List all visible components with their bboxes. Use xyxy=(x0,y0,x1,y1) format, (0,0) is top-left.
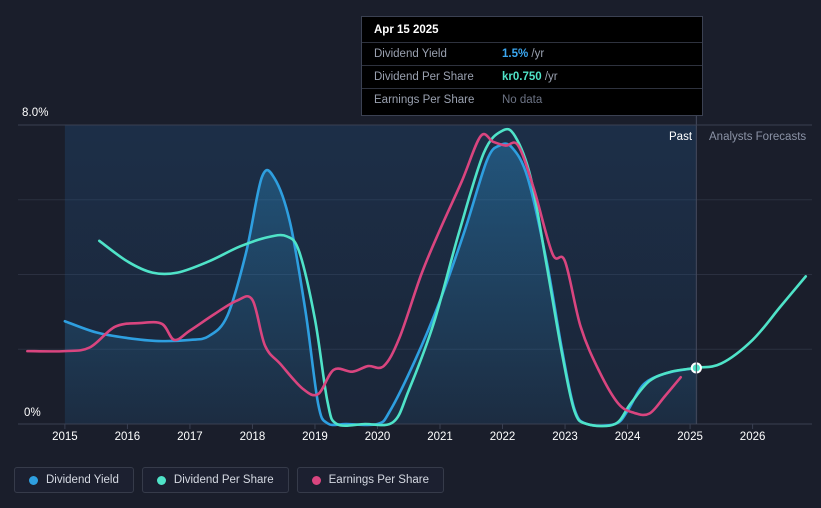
legend-color-dot-icon xyxy=(29,475,38,485)
chart-tooltip: Apr 15 2025 Dividend Yield 1.5% /yr Divide… xyxy=(361,16,703,116)
x-axis-tick-2024: 2024 xyxy=(614,431,641,443)
tooltip-row-unit: /yr xyxy=(541,71,558,83)
tooltip-row-value: 1.5% /yr xyxy=(502,48,544,60)
legend-item-dividend-yield[interactable]: Dividend Yield xyxy=(14,467,134,493)
legend-color-dot-icon xyxy=(311,475,321,485)
y-axis-label-bottom: 0% xyxy=(24,407,41,419)
x-axis-tick-2017: 2017 xyxy=(177,431,203,443)
tooltip-row-number: 1.5% xyxy=(502,48,529,60)
x-axis-tick-2026: 2026 xyxy=(739,431,766,443)
series-area-fill xyxy=(64,143,698,426)
tooltip-row-label: Dividend Yield xyxy=(374,48,447,60)
legend-item-earnings-per-share[interactable]: Earnings Per Share xyxy=(296,467,444,493)
x-axis-tick-2023: 2023 xyxy=(552,431,578,443)
tooltip-row: Earnings Per Share No data xyxy=(362,88,702,111)
past-label: Past xyxy=(669,131,693,143)
x-axis-tick-2019: 2019 xyxy=(302,431,328,443)
tooltip-row-value: No data xyxy=(502,94,542,106)
tooltip-row: Dividend Per Share kr0.750 /yr xyxy=(362,65,702,88)
tooltip-date: Apr 15 2025 xyxy=(374,24,439,36)
x-axis-tick-2020: 2020 xyxy=(364,431,391,443)
x-axis-ticks xyxy=(18,423,812,429)
legend-item-label: Dividend Yield xyxy=(46,474,119,486)
x-axis-tick-2021: 2021 xyxy=(427,431,453,443)
legend-color-dot-icon xyxy=(156,475,166,485)
legend-item-label: Earnings Per Share xyxy=(328,474,429,486)
tooltip-row-unit: /yr xyxy=(528,48,545,60)
x-axis-tick-2022: 2022 xyxy=(489,431,516,443)
legend-item-label: Dividend Per Share xyxy=(173,474,274,486)
tooltip-row-label: Dividend Per Share xyxy=(374,71,474,83)
x-axis-tick-2015: 2015 xyxy=(52,431,78,443)
tooltip-rows: Dividend Yield 1.5% /yr Dividend Per Share… xyxy=(362,42,702,111)
tooltip-row: Dividend Yield 1.5% /yr xyxy=(362,42,702,65)
tooltip-row-number: kr0.750 xyxy=(502,71,542,83)
x-axis-tick-2018: 2018 xyxy=(239,431,266,443)
tooltip-row-number: No data xyxy=(502,94,543,106)
tooltip-row-value: kr0.750 /yr xyxy=(502,71,558,83)
tooltip-row-label: Earnings Per Share xyxy=(374,94,475,106)
chart-legend: Dividend Yield Dividend Per Share Earnings… xyxy=(14,467,444,493)
y-axis-label-top: 8.0% xyxy=(22,107,49,119)
legend-item-dividend-per-share[interactable]: Dividend Per Share xyxy=(141,467,289,493)
forecast-label: Analysts Forecasts xyxy=(709,131,807,143)
x-axis-tick-2016: 2016 xyxy=(114,431,141,443)
x-axis-tick-2025: 2025 xyxy=(677,431,703,443)
series-lines xyxy=(26,127,808,428)
